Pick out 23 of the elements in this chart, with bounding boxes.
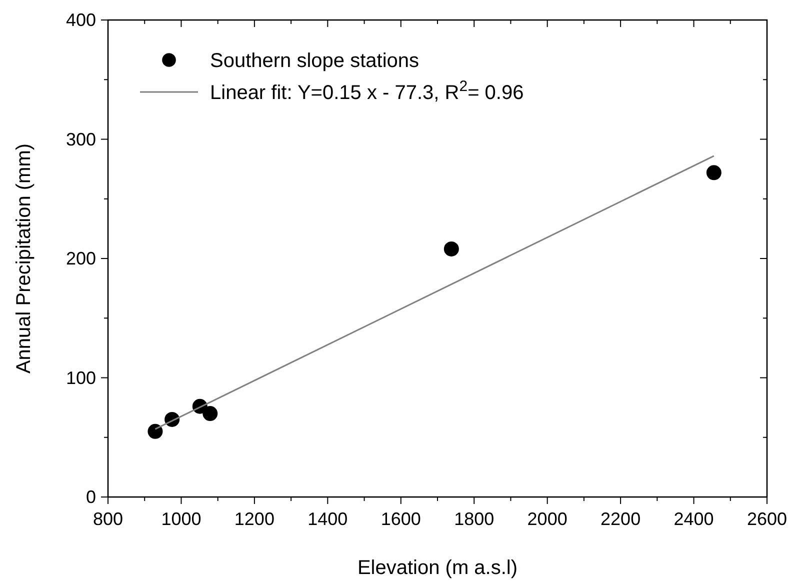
y-axis-title: Annual Precipitation (mm) xyxy=(13,143,35,374)
point xyxy=(202,406,218,422)
x-tick-label: 2600 xyxy=(746,509,788,529)
y-tick-label: 0 xyxy=(86,487,96,507)
x-axis-title: Elevation (m a.s.l) xyxy=(357,557,518,579)
y-tick-label: 300 xyxy=(66,129,96,150)
legend-label: Linear fit: Y=0.15 x - 77.3, R$^{2}$= 0.96 xyxy=(210,78,524,104)
x-tick-label: 800 xyxy=(92,509,124,529)
x-tick-label: 1200 xyxy=(234,509,274,529)
x-tick-label: 1400 xyxy=(308,509,348,529)
x-tick-label: 1800 xyxy=(454,509,494,529)
point xyxy=(706,165,722,180)
x-tick-label: 2000 xyxy=(527,509,568,529)
x-tick-label: 2200 xyxy=(600,509,641,529)
x-tick-label: 1600 xyxy=(380,509,421,529)
x-tick-label: 1000 xyxy=(161,509,202,529)
point xyxy=(148,424,163,439)
point xyxy=(444,241,459,256)
y-tick-label: 400 xyxy=(66,10,96,30)
y-tick-label: 200 xyxy=(66,248,96,268)
x-tick-label: 2400 xyxy=(674,509,714,529)
y-tick-label: 100 xyxy=(66,368,96,388)
legend-label: Southern slope stations xyxy=(210,50,420,72)
